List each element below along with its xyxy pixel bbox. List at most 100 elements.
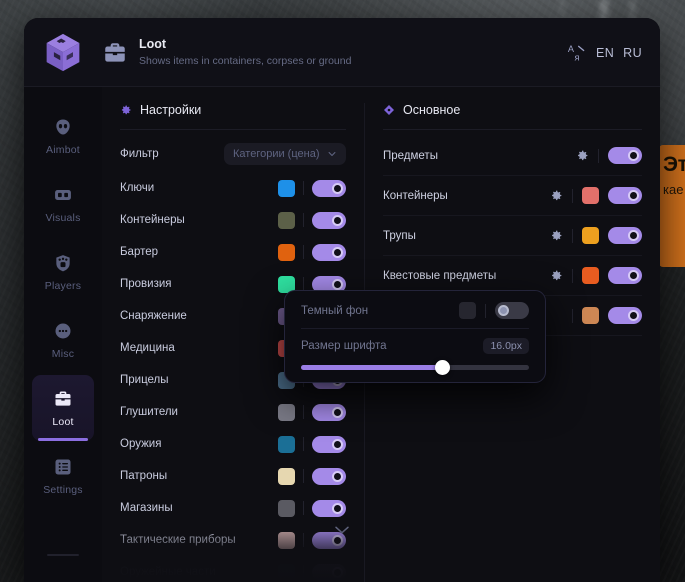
- color-swatch[interactable]: [278, 403, 295, 421]
- main-option-row: Квестовые предметы: [383, 256, 642, 296]
- loot-category-row: Глушители: [120, 396, 346, 428]
- color-swatch[interactable]: [278, 211, 295, 229]
- chevron-down-icon: [328, 152, 336, 156]
- divider: [120, 129, 346, 130]
- font-size-value: 16.0px: [483, 338, 529, 354]
- content-area: Настройки Фильтр Категории (цена) Ключи К…: [102, 87, 660, 582]
- shield-icon: [56, 254, 70, 271]
- loot-category-label: Ключи: [120, 182, 155, 194]
- loot-category-label: Оружия: [120, 438, 162, 450]
- color-swatch[interactable]: [278, 435, 295, 453]
- font-size-slider[interactable]: [301, 360, 529, 375]
- main-option-label: Предметы: [383, 149, 438, 162]
- dark-background-swatch[interactable]: [459, 302, 476, 319]
- language-switcher[interactable]: A я EN RU: [567, 43, 642, 63]
- sidebar-divider: [47, 554, 79, 556]
- color-swatch[interactable]: [278, 531, 295, 549]
- loot-category-row: Тактические приборы: [120, 524, 346, 556]
- divider: [303, 501, 304, 515]
- color-swatch[interactable]: [582, 187, 599, 204]
- loot-category-row: Бартер: [120, 236, 346, 268]
- main-option-label: Квестовые предметы: [383, 269, 497, 282]
- notification-banner[interactable]: Эт кае: [659, 145, 685, 267]
- sidebar-item-players[interactable]: Players: [32, 239, 94, 305]
- main-panel-header: Основное: [383, 103, 642, 129]
- loot-category-toggle[interactable]: [312, 275, 346, 293]
- dark-background-toggle[interactable]: [495, 302, 529, 319]
- sidebar-item-loot[interactable]: Loot: [32, 375, 94, 441]
- dark-background-row: Темный фон: [301, 293, 529, 329]
- loot-category-row: Ключи: [120, 172, 346, 204]
- filter-label: Фильтр: [120, 148, 159, 160]
- appearance-popup: Темный фон Размер шрифта 16.0px: [284, 290, 546, 383]
- gear-icon[interactable]: [550, 229, 563, 242]
- filter-dropdown-value: Категории (цена): [233, 148, 320, 160]
- loot-category-label: Тактические приборы: [120, 534, 236, 546]
- divider: [572, 188, 573, 203]
- main-options-list: Предметы Контейнеры Трупы Квестовые предмет…: [383, 136, 642, 336]
- loot-category-label: Патроны: [120, 470, 168, 482]
- main-option-toggle[interactable]: [608, 147, 642, 164]
- divider: [303, 533, 304, 547]
- color-swatch[interactable]: [582, 227, 599, 244]
- page-title: Loot: [139, 36, 167, 51]
- loot-category-toggle[interactable]: [312, 435, 346, 453]
- gear-icon[interactable]: [550, 269, 563, 282]
- list-icon: [55, 459, 71, 474]
- loot-category-toggle[interactable]: [312, 467, 346, 485]
- color-swatch[interactable]: [278, 243, 295, 261]
- module-info: Loot Shows items in containers, corpses …: [139, 37, 351, 69]
- color-swatch[interactable]: [278, 499, 295, 517]
- goggles-icon: [55, 189, 71, 200]
- font-size-label: Размер шрифта: [301, 340, 387, 352]
- main-option-toggle[interactable]: [608, 267, 642, 284]
- loot-category-toggle[interactable]: [312, 403, 346, 421]
- app-logo: [24, 32, 102, 74]
- main-option-toggle[interactable]: [608, 307, 642, 324]
- loot-category-toggle[interactable]: [312, 563, 346, 581]
- color-swatch[interactable]: [582, 267, 599, 284]
- chevron-down-icon[interactable]: [334, 525, 350, 535]
- diamond-icon: [384, 105, 394, 115]
- cube-logo-icon: [46, 33, 80, 71]
- color-swatch[interactable]: [278, 275, 295, 293]
- main-option-row: Контейнеры: [383, 176, 642, 216]
- loot-category-label: Провизия: [120, 278, 172, 290]
- lang-ru-button[interactable]: RU: [623, 45, 642, 60]
- loot-category-row: Провизия: [120, 268, 346, 300]
- loot-category-toggle[interactable]: [312, 179, 346, 197]
- settings-panel-title: Настройки: [140, 103, 202, 117]
- loot-category-row: Магазины: [120, 492, 346, 524]
- main-option-toggle[interactable]: [608, 227, 642, 244]
- sidebar-item-settings[interactable]: Settings: [32, 443, 94, 509]
- color-swatch[interactable]: [582, 307, 599, 324]
- settings-panel-header: Настройки: [120, 103, 346, 129]
- divider: [303, 565, 304, 579]
- gear-icon[interactable]: [576, 149, 589, 162]
- sidebar-item-visuals[interactable]: Visuals: [32, 171, 94, 237]
- loot-category-toggle[interactable]: [312, 211, 346, 229]
- sidebar-item-aimbot[interactable]: Aimbot: [32, 103, 94, 169]
- window-header: Loot Shows items in containers, corpses …: [24, 18, 660, 87]
- dark-background-label: Темный фон: [301, 304, 369, 317]
- sidebar-item-label: Settings: [43, 483, 83, 496]
- svg-text:я: я: [574, 52, 579, 62]
- main-option-row: Предметы: [383, 136, 642, 176]
- loot-category-toggle[interactable]: [312, 499, 346, 517]
- banner-title: Эт: [663, 153, 685, 176]
- filter-dropdown[interactable]: Категории (цена): [224, 143, 346, 165]
- gear-icon[interactable]: [550, 189, 563, 202]
- sidebar-item-misc[interactable]: Misc: [32, 307, 94, 373]
- main-option-toggle[interactable]: [608, 187, 642, 204]
- lang-en-button[interactable]: EN: [595, 45, 615, 60]
- color-swatch[interactable]: [278, 563, 295, 581]
- slider-knob[interactable]: [435, 360, 451, 375]
- briefcase-icon: [55, 391, 71, 406]
- color-swatch[interactable]: [278, 467, 295, 485]
- divider: [303, 181, 304, 195]
- sidebar-item-label: Visuals: [45, 211, 81, 224]
- filter-row: Фильтр Категории (цена): [120, 136, 346, 172]
- alien-icon: [56, 119, 70, 134]
- loot-category-toggle[interactable]: [312, 243, 346, 261]
- color-swatch[interactable]: [278, 179, 295, 197]
